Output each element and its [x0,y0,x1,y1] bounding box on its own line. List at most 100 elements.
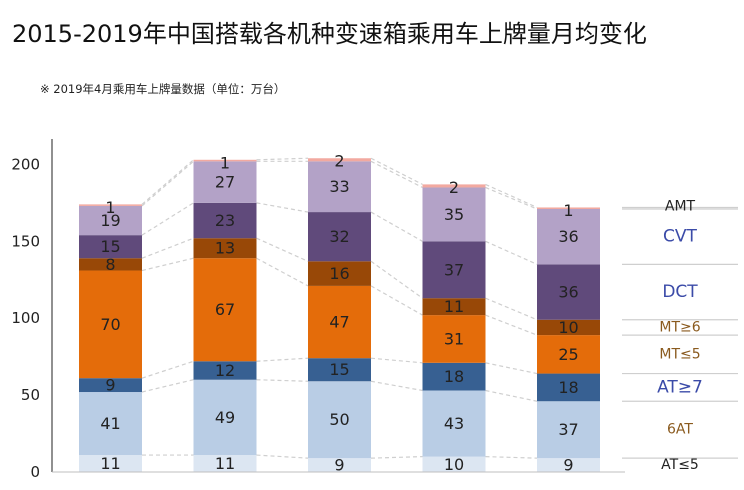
bar-segment-amt-2019 [537,207,600,210]
bar-segment-dct-2018 [422,241,486,299]
bar-segment-6at-2017 [308,381,371,459]
value-label-mt-6-2018: 11 [444,297,464,316]
value-label-6at-2016: 49 [215,408,235,427]
bar-segment-at-7-2018 [422,362,486,391]
connector-line [141,159,194,205]
connector-line [256,357,309,362]
legend-label-mt-6: MT≥6 [659,319,700,335]
connector-line [485,183,538,209]
y-tick-label-50: 50 [21,386,40,404]
connector-line [370,456,423,459]
y-tick-label-200: 200 [11,155,40,173]
value-label-dct-2017: 32 [329,227,349,246]
bar-segment-mt-5-2017 [308,285,371,359]
connector-line [485,297,538,321]
y-tick-label-100: 100 [11,309,40,327]
bar-segment-at-5-2017 [308,458,371,472]
value-label-at-7-2015: 9 [105,376,115,395]
connector-line [485,240,538,265]
value-label-amt-2016: 1 [220,153,230,172]
value-label-cvt-2016: 27 [215,173,235,192]
value-label-6at-2019: 37 [558,420,578,439]
bar-segment-cvt-2018 [422,187,486,242]
value-label-at-7-2017: 15 [329,360,349,379]
connector-line [141,237,194,259]
connector-line [141,257,194,272]
value-label-mt-6-2019: 10 [558,318,578,337]
bar-segment-mt-6-2016 [193,238,257,259]
value-label-amt-2019: 1 [563,201,573,220]
bar-segment-mt-6-2017 [308,261,371,286]
bar-segment-at-5-2015 [79,455,142,472]
connector-line [370,285,423,316]
value-label-dct-2019: 36 [558,283,578,302]
bar-segment-cvt-2017 [308,161,371,213]
value-label-mt-5-2018: 31 [444,329,464,348]
legend-label-at-5: AT≤5 [661,457,699,473]
legend-label-cvt: CVT [663,227,697,247]
bar-segment-at-7-2019 [537,373,600,402]
connector-line [141,202,194,236]
value-label-dct-2018: 37 [444,260,464,279]
legend-label-amt: AMT [665,198,696,214]
value-label-amt-2017: 2 [334,152,344,171]
bar-segment-6at-2016 [193,379,257,456]
connector-line [485,314,538,336]
value-label-mt-5-2017: 47 [329,313,349,332]
connector-line [370,357,423,364]
value-label-cvt-2018: 35 [444,205,464,224]
bar-segment-dct-2016 [193,202,257,239]
connector-line [141,379,194,393]
connector-line [256,157,309,161]
bar-segment-dct-2017 [308,212,371,262]
legend-label-mt-5: MT≤5 [659,346,700,362]
bar-segment-at-5-2019 [537,458,600,472]
connector-line [485,186,538,210]
bar-segment-6at-2015 [79,392,142,456]
value-label-mt-5-2016: 67 [215,300,235,319]
chart-subtitle: ※ 2019年4月乘用车上牌量数据（单位：万台） [40,82,286,96]
connector-line [256,454,309,459]
bar-segment-mt-6-2018 [422,298,486,316]
legend-label-at-7: AT≥7 [657,377,703,397]
value-label-at-5-2015: 11 [100,454,120,473]
value-label-at-5-2017: 9 [334,456,344,475]
bar-segment-amt-2018 [422,184,486,188]
value-label-at-7-2019: 18 [558,378,578,397]
connector-line [485,362,538,375]
connector-line [370,211,423,242]
connector-line [141,360,194,379]
bar-segment-at-5-2018 [422,456,486,472]
bar-segment-6at-2018 [422,390,486,457]
bar-segment-amt-2017 [308,158,371,162]
legend-label-dct: DCT [662,282,698,302]
value-label-cvt-2017: 33 [329,177,349,196]
bar-segment-at-5-2016 [193,455,257,472]
bar-segment-at-7-2017 [308,358,371,382]
value-label-amt-2018: 2 [449,178,459,197]
connector-line [256,379,309,382]
legend-label-6at: 6AT [667,422,693,438]
value-label-mt-6-2015: 8 [105,255,115,274]
bar-segment-at-7-2016 [193,361,257,380]
bar-segment-mt-5-2016 [193,258,257,362]
value-label-at-5-2019: 9 [563,456,573,475]
connector-line [256,257,309,287]
value-label-6at-2015: 41 [100,414,120,433]
bar-segment-cvt-2019 [537,209,600,265]
y-tick-label-150: 150 [11,232,40,250]
bar-segment-6at-2019 [537,401,600,459]
value-label-amt-2015: 1 [105,198,115,217]
connector-line [256,202,309,213]
connector-line [370,260,423,299]
bar-segment-mt-6-2015 [79,258,142,271]
value-label-at-5-2016: 11 [215,454,235,473]
bar-segment-cvt-2015 [79,205,142,236]
bar-segment-amt-2016 [193,159,257,162]
value-label-mt-5-2019: 25 [558,345,578,364]
value-label-dct-2016: 23 [215,211,235,230]
value-label-cvt-2015: 19 [100,211,120,230]
bar-segment-amt-2015 [79,204,142,206]
connector-line [370,157,423,185]
bar-segment-at-7-2015 [79,378,142,393]
